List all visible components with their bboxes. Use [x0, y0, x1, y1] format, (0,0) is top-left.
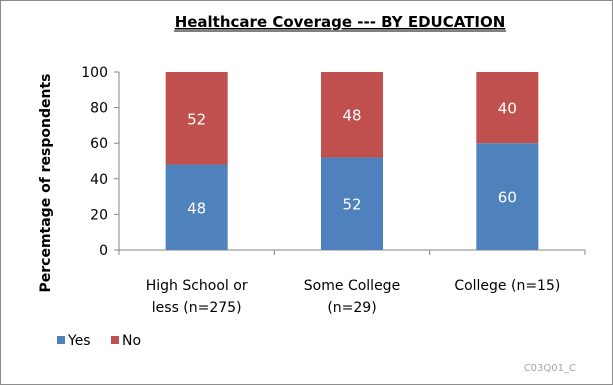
legend-label-no: No: [122, 333, 141, 349]
bar-no-0: [165, 72, 228, 165]
y-axis-label: Percemtage of respondents: [38, 73, 54, 292]
data-label-no-0: 52: [187, 110, 206, 128]
y-tick-label: 60: [90, 136, 108, 152]
data-label-no-1: 48: [342, 107, 361, 125]
x-axis: [118, 249, 586, 255]
y-tick-label: 100: [81, 65, 108, 81]
data-label-no-2: 40: [498, 100, 517, 118]
bar-yes-0: [165, 164, 228, 250]
bar-yes-2: [476, 143, 539, 250]
legend-label-yes: Yes: [67, 333, 91, 349]
chart-code: C03Q01_C: [524, 363, 576, 374]
y-tick-label: 0: [99, 243, 108, 259]
legend-swatch-no: [111, 336, 119, 344]
y-tick-label: 40: [90, 172, 108, 188]
data-label-yes-1: 52: [342, 196, 361, 214]
y-tick-label: 20: [90, 207, 108, 223]
data-label-yes-2: 60: [498, 189, 517, 207]
category-label: College (n=15): [454, 278, 560, 294]
chart-title: Healthcare Coverage --- BY EDUCATION: [175, 13, 506, 31]
bar-no-2: [476, 72, 539, 144]
y-axis: 0 20 40 60 80 100: [81, 65, 120, 259]
category-label: Some College: [304, 278, 400, 294]
category-label: High School or: [146, 278, 248, 294]
category-labels: High School or less (n=275) Some College (n…: [146, 278, 561, 316]
data-label-yes-0: 48: [187, 199, 206, 217]
bar-no-1: [321, 72, 383, 158]
bars: 48 52 52 48 60 40: [165, 72, 539, 250]
category-label: (n=29): [327, 300, 376, 316]
legend: Yes No: [57, 333, 141, 349]
y-tick-label: 80: [90, 101, 108, 117]
category-label: less (n=275): [152, 300, 242, 316]
bar-yes-1: [321, 157, 383, 250]
legend-swatch-yes: [57, 336, 65, 344]
